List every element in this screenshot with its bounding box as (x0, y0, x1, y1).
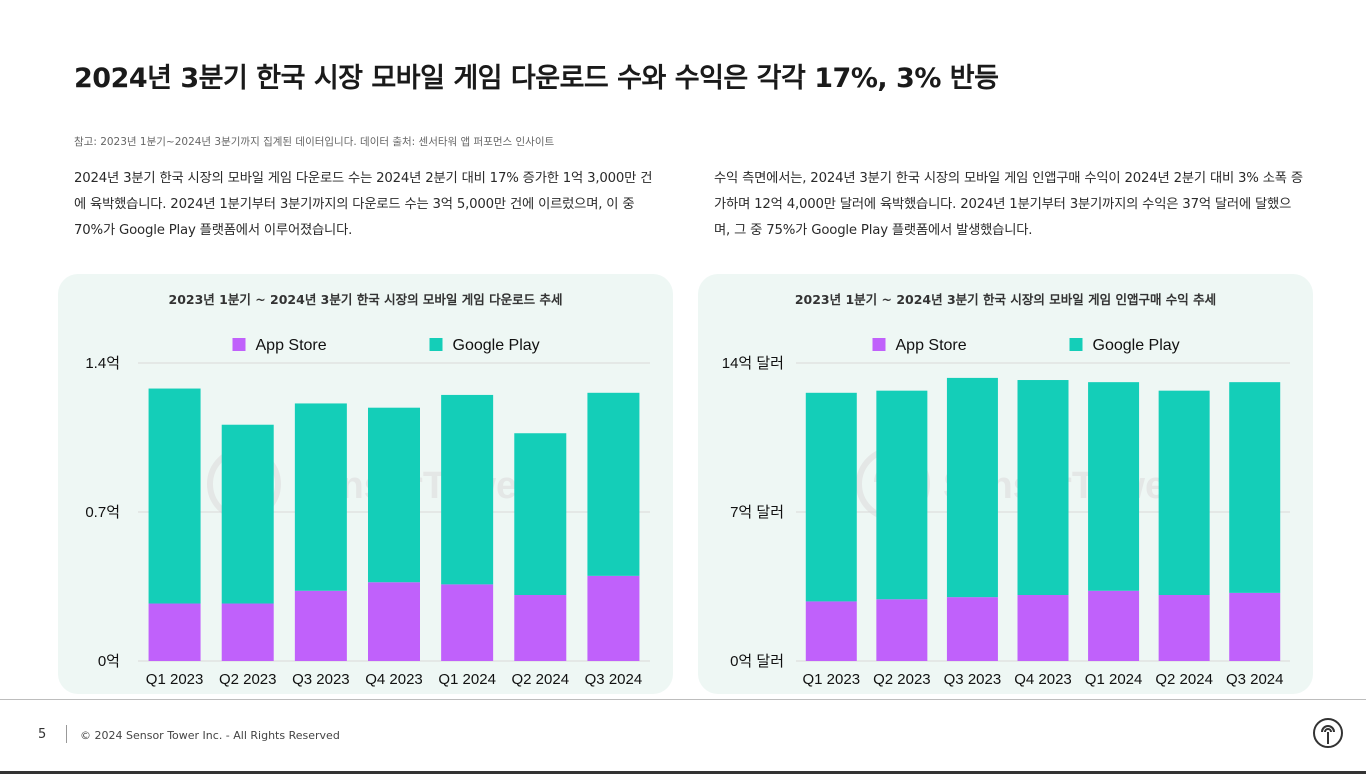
bar-segment (148, 603, 201, 661)
bar-segment (1088, 590, 1140, 661)
bar-segment (587, 575, 640, 661)
x-tick-label: Q3 2023 (292, 671, 350, 688)
y-tick-label: 0억 달러 (730, 653, 784, 670)
x-tick-label: Q4 2023 (1014, 671, 1072, 688)
bar-segment (1088, 382, 1140, 591)
bar-segment (587, 392, 640, 576)
bottom-border (0, 771, 1366, 774)
x-tick-label: Q2 2024 (512, 671, 570, 688)
page-number: 5 (38, 727, 47, 742)
bar-segment (946, 377, 998, 598)
chart-title: 2023년 1분기 ~ 2024년 3분기 한국 시장의 모바일 게임 다운로드… (169, 292, 563, 307)
bar-segment (1158, 390, 1210, 596)
bar-segment (1017, 380, 1069, 596)
footer-divider (0, 699, 1366, 700)
sensortower-logo-icon (1313, 718, 1343, 748)
y-tick-label: 1.4억 (85, 355, 120, 372)
x-tick-label: Q4 2023 (365, 671, 423, 688)
revenue-chart-panel: 2023년 1분기 ~ 2024년 3분기 한국 시장의 모바일 게임 인앱구매… (698, 274, 1313, 694)
bar-segment (876, 390, 928, 600)
bar-segment (368, 407, 420, 583)
legend-label: Google Play (453, 337, 540, 354)
legend-label: Google Play (1093, 337, 1180, 354)
bar-segment (368, 582, 420, 661)
footer-separator (66, 725, 67, 743)
downloads-chart: 2023년 1분기 ~ 2024년 3분기 한국 시장의 모바일 게임 다운로드… (85, 292, 650, 688)
x-tick-label: Q2 2024 (1155, 671, 1213, 688)
bar-segment (294, 403, 347, 591)
y-tick-label: 14억 달러 (722, 355, 784, 372)
bar-segment (1158, 595, 1210, 661)
x-tick-label: Q3 2024 (585, 671, 643, 688)
x-tick-label: Q2 2023 (219, 671, 277, 688)
bar-segment (876, 599, 928, 661)
revenue-chart: 2023년 1분기 ~ 2024년 3분기 한국 시장의 모바일 게임 인앱구매… (722, 292, 1290, 688)
bar-segment (441, 584, 494, 661)
legend-label: App Store (256, 337, 327, 354)
bar-segment (221, 603, 274, 661)
legend-swatch (872, 338, 886, 351)
x-tick-label: Q1 2023 (146, 671, 204, 688)
legend-label: App Store (896, 337, 967, 354)
x-tick-label: Q2 2023 (873, 671, 931, 688)
bar-segment (805, 392, 857, 602)
y-tick-label: 0.7억 (85, 504, 120, 521)
legend-swatch (232, 338, 246, 351)
y-tick-label: 7억 달러 (730, 504, 784, 521)
bar-segment (514, 595, 567, 661)
x-tick-label: Q1 2024 (438, 671, 496, 688)
legend-swatch (1069, 338, 1083, 351)
revenue-paragraph: 수익 측면에서는, 2024년 3분기 한국 시장의 모바일 게임 인앱구매 수… (714, 171, 1303, 238)
data-source-note: 참고: 2023년 1분기~2024년 3분기까지 집계된 데이터입니다. 데이… (74, 136, 555, 148)
bar-segment (514, 433, 567, 596)
x-tick-label: Q3 2024 (1226, 671, 1284, 688)
bar-segment (221, 424, 274, 604)
bar-segment (148, 388, 201, 604)
x-tick-label: Q3 2023 (944, 671, 1002, 688)
bar-segment (805, 601, 857, 661)
x-tick-label: Q1 2024 (1085, 671, 1143, 688)
copyright-text: © 2024 Sensor Tower Inc. - All Rights Re… (80, 729, 340, 742)
y-tick-label: 0억 (98, 653, 120, 670)
legend-swatch (429, 338, 443, 351)
bar-segment (441, 394, 494, 585)
downloads-chart-panel: 2023년 1분기 ~ 2024년 3분기 한국 시장의 모바일 게임 다운로드… (58, 274, 673, 694)
x-tick-label: Q1 2023 (803, 671, 861, 688)
bar-segment (1229, 382, 1281, 593)
bar-segment (1229, 592, 1281, 661)
downloads-paragraph: 2024년 3분기 한국 시장의 모바일 게임 다운로드 수는 2024년 2분… (74, 171, 653, 238)
bar-segment (1017, 595, 1069, 661)
bar-segment (946, 597, 998, 661)
page-title: 2024년 3분기 한국 시장 모바일 게임 다운로드 수와 수익은 각각 17… (74, 63, 999, 94)
bar-segment (294, 590, 347, 661)
chart-title: 2023년 1분기 ~ 2024년 3분기 한국 시장의 모바일 게임 인앱구매… (795, 292, 1216, 307)
